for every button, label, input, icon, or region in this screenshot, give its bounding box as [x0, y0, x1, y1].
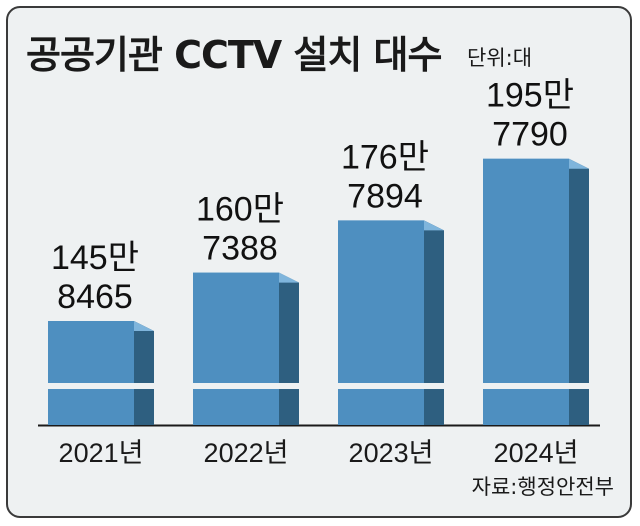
chart-title: 공공기관 CCTV 설치 대수: [26, 33, 442, 77]
value-label-4-line1: 195만: [486, 77, 574, 115]
bar-side-4: [569, 158, 589, 425]
value-label-3-line2: 7894: [347, 177, 423, 215]
unit-label: 단위:대: [467, 46, 533, 70]
x-tick-label-1: 2021년: [59, 438, 144, 468]
bar-side-1: [134, 320, 154, 425]
bar-side-2: [279, 272, 299, 425]
x-tick-label-2: 2022년: [204, 438, 289, 468]
bar-1: [48, 320, 134, 425]
x-tick-label-4: 2024년: [494, 438, 579, 468]
value-label-2-line1: 160만: [196, 191, 284, 229]
axis-break-1: [47, 383, 155, 389]
bar-4: [483, 158, 569, 425]
value-label-1-line1: 145만: [51, 239, 139, 277]
x-tick-label-3: 2023년: [349, 438, 434, 468]
source-label: 자료:행정안전부: [471, 475, 614, 499]
axis-break-2: [192, 383, 300, 389]
value-label-4-line2: 7790: [492, 116, 568, 154]
bar-3: [338, 220, 424, 425]
value-label-2-line2: 7388: [202, 230, 278, 268]
axis-break-3: [337, 383, 445, 389]
value-label-1-line2: 8465: [57, 278, 133, 316]
axis-break-4: [482, 383, 590, 389]
value-label-3-line1: 176만: [341, 138, 429, 176]
bar-2: [193, 272, 279, 425]
bar-side-3: [424, 220, 444, 425]
